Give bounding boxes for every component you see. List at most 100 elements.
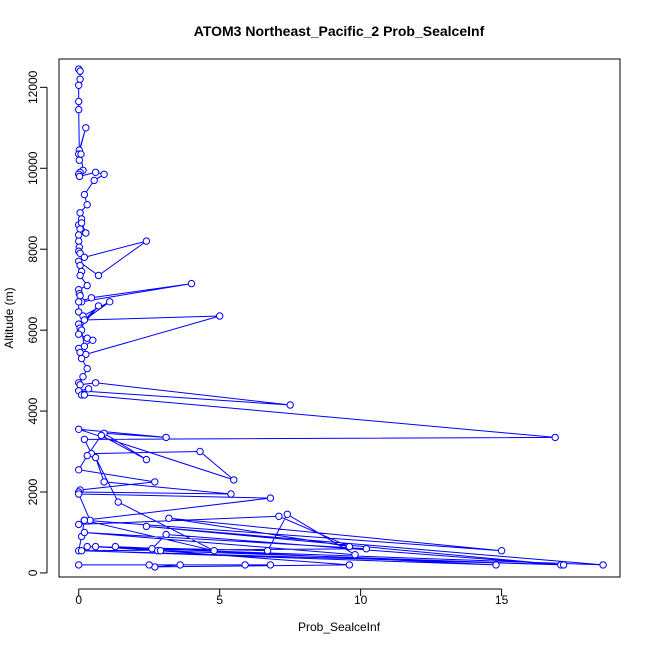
x-tick-label: 15 — [495, 593, 509, 607]
data-point — [75, 425, 83, 433]
data-point — [114, 498, 122, 506]
data-point — [77, 547, 86, 555]
data-point — [75, 156, 84, 164]
data-point — [76, 225, 84, 233]
data-point — [80, 516, 89, 524]
data-point — [275, 512, 283, 520]
data-point — [87, 294, 96, 302]
data-point — [97, 431, 106, 440]
data-point — [80, 391, 89, 399]
data-point — [351, 551, 359, 559]
data-point — [76, 209, 84, 217]
data-point — [76, 381, 84, 389]
data-point — [91, 168, 100, 177]
data-point — [106, 298, 114, 306]
data-point — [80, 528, 89, 537]
data-point — [100, 170, 108, 179]
x-tick-label: 10 — [354, 593, 368, 607]
data-point — [79, 373, 87, 381]
data-point — [94, 271, 103, 280]
data-point — [77, 150, 85, 158]
data-point — [75, 97, 83, 106]
data-point — [162, 530, 170, 539]
data-point — [187, 279, 196, 288]
data-point — [84, 385, 93, 393]
data-point — [266, 494, 275, 502]
data-point — [345, 561, 354, 569]
x-axis-label: Prob_SealceInf — [298, 620, 381, 634]
data-point — [75, 466, 83, 474]
data-point — [75, 520, 83, 529]
data-point — [76, 348, 84, 357]
data-point — [75, 231, 83, 239]
data-point — [100, 478, 108, 486]
x-tick-label: 0 — [75, 593, 82, 607]
data-point — [76, 292, 84, 300]
data-point — [76, 75, 84, 83]
data-point — [83, 451, 91, 460]
data-point — [94, 302, 103, 310]
data-point — [111, 542, 120, 551]
data-point — [76, 67, 84, 75]
data-point — [75, 237, 83, 245]
data-point — [75, 330, 83, 338]
data-point — [266, 561, 275, 569]
y-tick-label: 12000 — [26, 70, 40, 104]
data-point — [227, 490, 235, 498]
data-point — [362, 545, 370, 553]
data-point — [176, 561, 184, 569]
y-tick-label: 4000 — [26, 397, 40, 424]
data-point — [80, 435, 89, 444]
data-point — [230, 476, 238, 484]
data-point — [196, 447, 204, 456]
data-point — [497, 547, 506, 555]
y-tick-label: 0 — [26, 569, 40, 576]
x-tick-label: 5 — [216, 593, 223, 607]
plot-area-frame — [58, 58, 621, 578]
data-point — [151, 478, 159, 486]
y-tick-label: 10000 — [26, 151, 40, 185]
data-point — [76, 271, 84, 280]
data-point — [216, 312, 224, 320]
data-point — [75, 172, 84, 181]
data-point — [83, 542, 91, 551]
data-point — [91, 542, 100, 551]
data-point — [156, 547, 165, 555]
data-point — [345, 542, 354, 551]
data-point — [283, 510, 291, 518]
data-point — [90, 176, 98, 185]
data-point — [83, 364, 91, 373]
data-point — [75, 81, 83, 90]
data-point — [77, 219, 86, 227]
data-point — [210, 547, 218, 555]
data-point — [80, 190, 89, 199]
data-point — [83, 281, 91, 290]
data-point — [75, 561, 83, 569]
y-tick-label: 6000 — [26, 316, 40, 343]
chart-title: ATOM3 Northeast_Pacific_2 Prob_SealceInf — [194, 23, 485, 39]
axes: 0 5 10 15 0 2000 4000 6000 8000 10000 12000 — [26, 70, 509, 607]
data-point — [599, 561, 607, 569]
data-point — [145, 561, 153, 569]
y-axis-label: Altitude (m) — [2, 287, 16, 348]
data-point — [286, 401, 294, 409]
data-point — [75, 490, 83, 498]
data-point — [75, 105, 83, 114]
data-point — [492, 561, 500, 569]
data-point — [77, 354, 86, 363]
data-point — [82, 124, 90, 132]
y-tick-label: 8000 — [26, 236, 40, 263]
data-point — [91, 379, 100, 387]
data-point — [162, 433, 170, 442]
data-point — [241, 561, 249, 569]
data-series — [75, 65, 607, 571]
data-point — [82, 229, 90, 237]
data-point — [551, 433, 559, 442]
data-point — [80, 253, 89, 261]
data-point — [80, 316, 89, 324]
series-line — [77, 68, 604, 568]
data-point — [263, 547, 272, 555]
data-point — [165, 514, 173, 522]
data-point — [559, 561, 568, 569]
